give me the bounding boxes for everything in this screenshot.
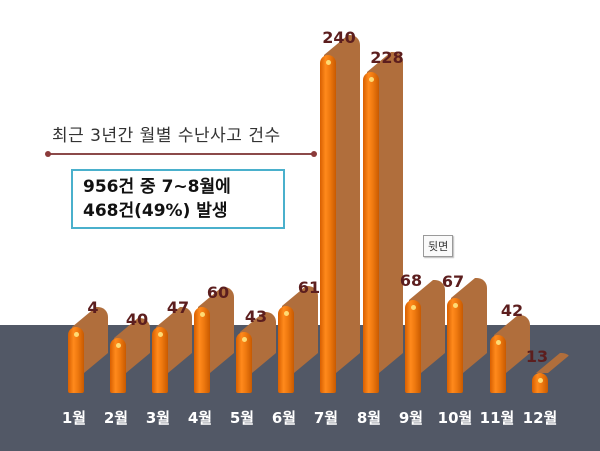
bar-highlight: [284, 311, 289, 316]
value-label: 67: [441, 272, 465, 291]
x-axis-label: 7월: [313, 409, 339, 427]
bar-front-face: [532, 373, 548, 393]
bar-front-face: [363, 72, 379, 393]
bar-highlight: [158, 332, 163, 337]
bar-front-face: [110, 338, 126, 393]
value-label: 228: [370, 48, 404, 67]
bar-highlight: [411, 305, 416, 310]
x-axis-label: 4월: [187, 409, 213, 427]
x-axis-label: 11월: [479, 409, 515, 427]
bar-highlight: [116, 343, 121, 348]
bar-highlight: [496, 340, 501, 345]
value-label: 47: [166, 298, 190, 317]
title-underline: [48, 153, 314, 155]
x-axis-label: 12월: [522, 409, 558, 427]
x-axis-label: 3월: [145, 409, 171, 427]
x-axis-label: 8월: [356, 409, 382, 427]
bar-highlight: [326, 60, 331, 65]
bar-highlight: [453, 303, 458, 308]
bar-highlight: [242, 337, 247, 342]
underline-end-dot: [311, 151, 317, 157]
x-axis-label: 10월: [437, 409, 473, 427]
x-axis-label: 1월: [61, 409, 87, 427]
value-label: 68: [399, 271, 423, 290]
value-label: 61: [297, 278, 321, 297]
bar-front-face: [152, 327, 168, 393]
bar-front-face: [68, 327, 84, 393]
bar-front-face: [490, 335, 506, 393]
summary-box: 956건 중 7~8월에 468건(49%) 발생: [71, 169, 285, 229]
bar-highlight: [200, 312, 205, 317]
value-label: 40: [125, 310, 149, 329]
summary-line-1: 956건 중 7~8월에: [83, 177, 231, 197]
x-axis-label: 6월: [271, 409, 297, 427]
x-axis-label: 5월: [229, 409, 255, 427]
bar-front-face: [320, 55, 336, 393]
bar-highlight: [74, 332, 79, 337]
bar-front-face: [194, 307, 210, 393]
x-axis-label: 2월: [103, 409, 129, 427]
summary-line-2: 468건(49%) 발생: [83, 201, 228, 221]
tooltip: 뒷면: [423, 235, 454, 257]
chart-title: 최근 3년간 월별 수난사고 건수: [52, 126, 281, 146]
value-label: 13: [525, 347, 549, 366]
x-axis-label: 9월: [398, 409, 424, 427]
underline-start-dot: [45, 151, 51, 157]
value-label: 43: [244, 307, 268, 326]
value-label: 60: [206, 283, 230, 302]
bar-highlight: [369, 77, 374, 82]
bar-front-face: [236, 332, 252, 393]
value-label: 42: [500, 301, 524, 320]
bar-front-face: [447, 298, 463, 393]
value-label: 4: [87, 298, 99, 317]
value-label: 240: [322, 28, 356, 47]
bar-highlight: [538, 378, 543, 383]
bar-front-face: [405, 300, 421, 393]
bar-front-face: [278, 306, 294, 393]
